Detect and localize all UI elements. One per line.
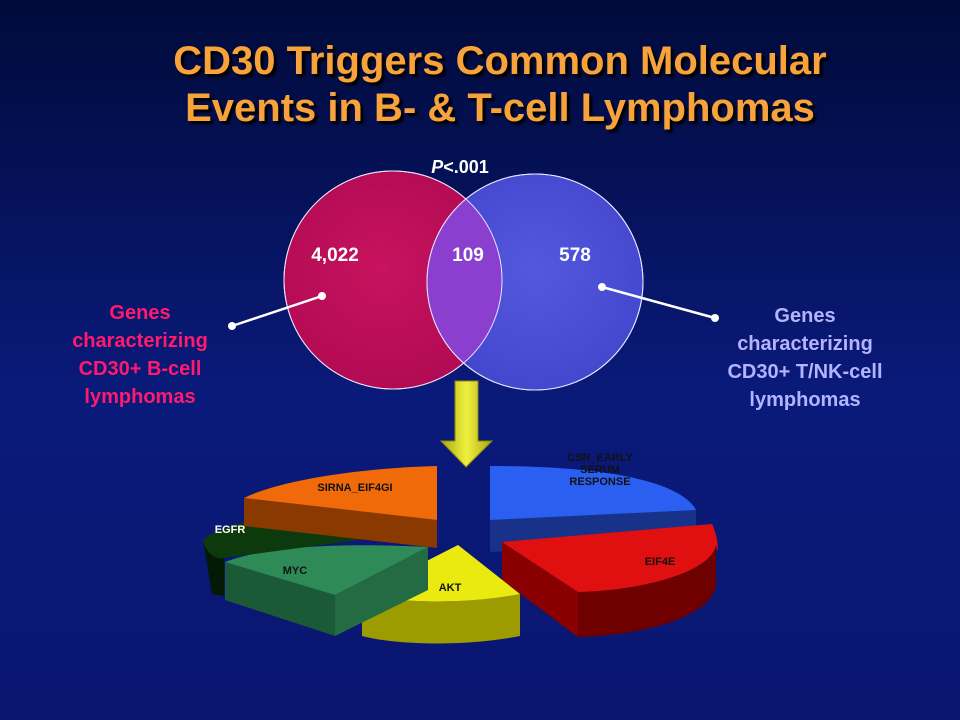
label-line: lymphomas [84, 386, 196, 408]
pie-label-line: CSR_EARLY [567, 452, 633, 464]
venn-count-t-cell: 578 [559, 245, 591, 266]
pie-slice-myc [225, 545, 428, 636]
pie-slice-sirna-eif4gi [244, 466, 437, 548]
down-arrow-icon [439, 380, 494, 468]
venn-count-b-cell: 4,022 [311, 245, 359, 266]
slide-title: CD30 Triggers Common Molecular Events in… [20, 38, 960, 132]
label-line: CD30+ B-cell [78, 358, 202, 380]
t-cell-genes-label: Genes characterizing CD30+ T/NK-cell lym… [700, 302, 910, 414]
label-line: characterizing [72, 330, 208, 352]
b-cell-genes-label: Genes characterizing CD30+ B-cell lympho… [50, 299, 230, 411]
pie-label-line: SERUM [580, 464, 620, 476]
label-line: lymphomas [749, 389, 861, 411]
p-symbol: P [431, 157, 444, 177]
label-line: Genes [774, 305, 836, 327]
pie-label-eif4e: EIF4E [644, 556, 676, 568]
venn-overlap [427, 174, 502, 389]
label-line: characterizing [737, 333, 873, 355]
pie-label-akt: AKT [438, 582, 462, 594]
pie-label-sirna-eif4gi: SIRNA_EIF4GI [317, 482, 393, 494]
right-leader-line [598, 283, 719, 322]
pie-label-csr-early-serum-response: CSR_EARLY SERUM RESPONSE [550, 452, 650, 488]
left-leader-line [228, 292, 326, 330]
label-line: Genes [109, 302, 171, 324]
p-value-text: <.001 [443, 157, 489, 177]
pie-slice-eif4e [502, 524, 718, 637]
p-value: P<.001 [400, 157, 520, 178]
pie-chart [203, 466, 718, 644]
venn-count-overlap: 109 [452, 245, 484, 266]
title-line-2: Events in B- & T-cell Lymphomas [185, 86, 815, 130]
pie-label-myc: MYC [282, 565, 308, 577]
title-line-1: CD30 Triggers Common Molecular [173, 39, 827, 83]
pie-label-egfr: EGFR [214, 524, 246, 536]
pie-label-line: RESPONSE [569, 476, 631, 488]
label-line: CD30+ T/NK-cell [727, 361, 883, 383]
